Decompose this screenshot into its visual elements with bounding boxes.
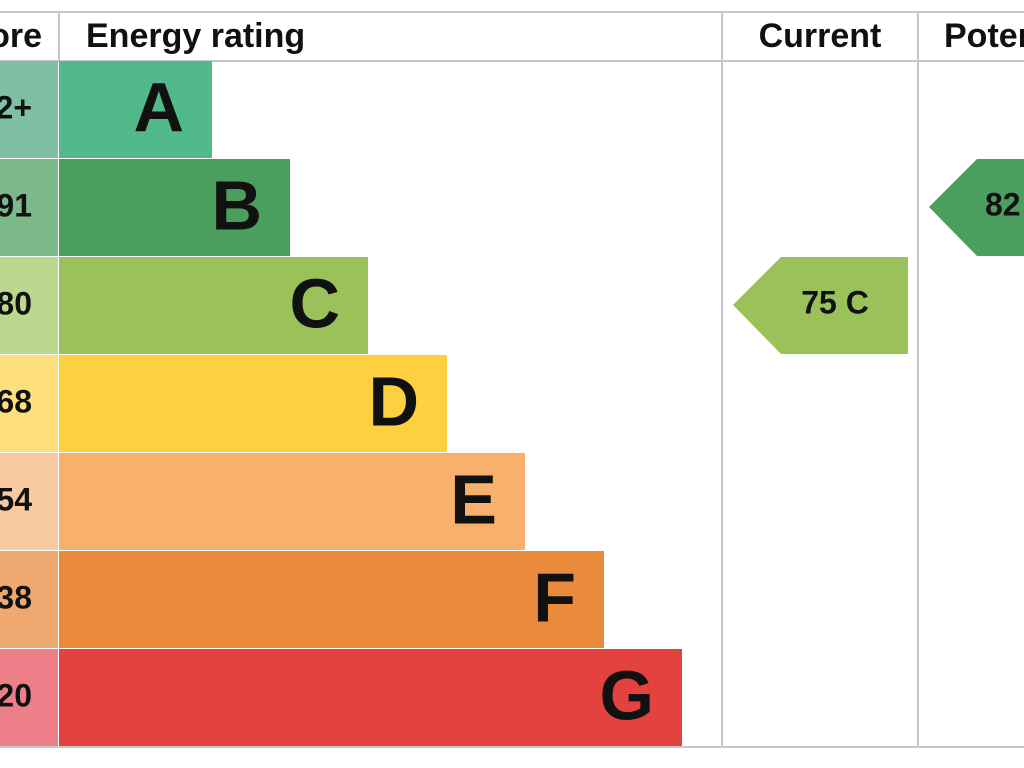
header-potential: Potential <box>944 17 1024 55</box>
score-cell <box>0 159 58 256</box>
score-label: 21-38 <box>0 579 32 615</box>
band-letter: F <box>533 558 576 636</box>
potential-arrow <box>929 159 1024 256</box>
score-label: 55-68 <box>0 383 32 419</box>
band-bar <box>59 257 368 354</box>
score-cell <box>0 355 58 452</box>
band-bar <box>59 61 212 158</box>
band-bar <box>59 551 604 648</box>
header-score: Score <box>0 17 42 55</box>
band-letter: A <box>133 68 184 146</box>
band-letter: E <box>450 460 497 538</box>
score-cell <box>0 453 58 550</box>
band-bar <box>59 355 447 452</box>
score-label: 1-20 <box>0 677 32 713</box>
current-label: 75 C <box>801 284 869 320</box>
potential-label: 82 B <box>985 186 1024 222</box>
score-label: 81-91 <box>0 187 32 223</box>
band-bar <box>59 453 525 550</box>
band-letter: B <box>211 166 262 244</box>
score-label: 39-54 <box>0 481 32 517</box>
band-letter: C <box>289 264 340 342</box>
band-bar <box>59 159 290 256</box>
score-label: 92+ <box>0 89 32 125</box>
band-letter: D <box>368 362 419 440</box>
current-arrow <box>733 257 908 354</box>
score-cell <box>0 257 58 354</box>
score-cell <box>0 61 58 158</box>
header-rating: Energy rating <box>86 17 305 55</box>
band-letter: G <box>600 656 654 734</box>
score-cell <box>0 551 58 648</box>
header-current: Current <box>759 17 882 55</box>
score-cell <box>0 649 58 746</box>
band-bar <box>59 649 682 746</box>
score-label: 69-80 <box>0 285 32 321</box>
